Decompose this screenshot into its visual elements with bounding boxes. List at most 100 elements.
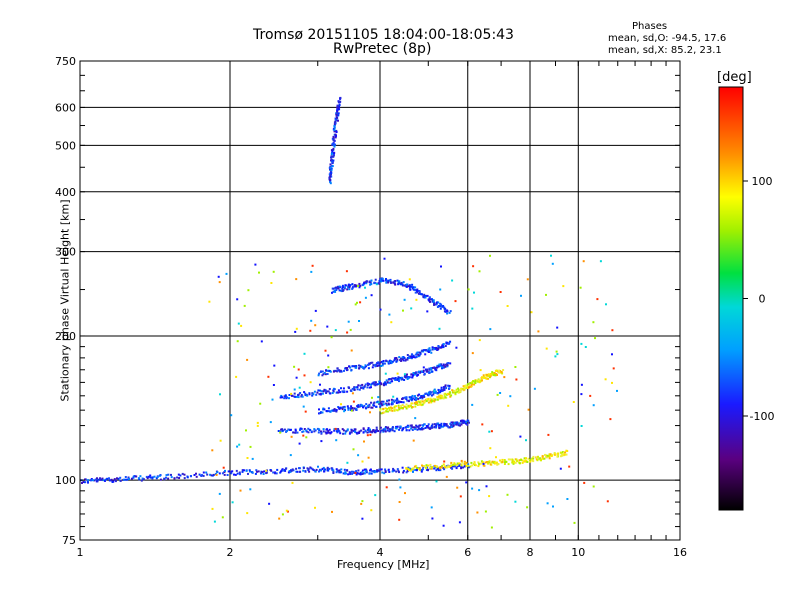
data-point bbox=[334, 143, 336, 146]
data-point bbox=[245, 469, 248, 472]
data-point bbox=[294, 395, 297, 398]
data-point bbox=[257, 470, 260, 473]
data-point bbox=[379, 409, 382, 412]
data-point bbox=[382, 407, 385, 410]
data-point bbox=[430, 391, 433, 394]
data-point bbox=[434, 466, 437, 469]
data-point bbox=[411, 376, 414, 379]
data-point bbox=[221, 516, 224, 519]
data-point bbox=[426, 370, 428, 373]
data-point bbox=[333, 121, 336, 124]
data-point bbox=[392, 467, 395, 470]
data-point bbox=[364, 364, 367, 367]
data-point bbox=[332, 144, 335, 147]
data-point bbox=[332, 390, 335, 393]
data-point bbox=[300, 394, 303, 396]
data-point bbox=[436, 366, 438, 369]
data-point bbox=[356, 471, 358, 474]
data-point bbox=[246, 358, 249, 361]
data-point bbox=[322, 430, 325, 433]
data-point bbox=[463, 460, 466, 463]
data-point bbox=[406, 373, 408, 376]
data-point bbox=[373, 470, 376, 473]
data-point bbox=[289, 454, 292, 457]
data-point bbox=[335, 468, 338, 471]
data-point bbox=[486, 377, 489, 380]
data-point bbox=[330, 175, 333, 178]
data-point bbox=[433, 467, 436, 470]
data-point bbox=[482, 464, 485, 467]
data-point bbox=[387, 426, 390, 429]
data-point bbox=[104, 478, 107, 481]
data-point bbox=[405, 426, 408, 428]
data-point bbox=[321, 374, 324, 377]
data-point bbox=[360, 386, 363, 389]
data-point bbox=[218, 492, 221, 495]
data-point bbox=[583, 481, 586, 484]
data-point bbox=[402, 471, 405, 474]
data-point bbox=[491, 371, 494, 374]
data-point bbox=[501, 458, 504, 461]
data-point bbox=[446, 312, 449, 315]
data-point bbox=[329, 175, 332, 178]
data-point bbox=[525, 439, 527, 442]
data-point bbox=[415, 398, 418, 401]
data-point bbox=[321, 370, 324, 373]
data-point bbox=[429, 298, 432, 301]
data-point bbox=[434, 347, 437, 350]
data-point bbox=[537, 330, 540, 333]
data-point bbox=[474, 464, 477, 467]
data-point bbox=[348, 286, 351, 289]
data-point bbox=[437, 422, 440, 425]
data-point bbox=[392, 395, 395, 398]
data-point bbox=[377, 430, 380, 432]
data-point bbox=[447, 342, 450, 345]
data-point bbox=[340, 387, 342, 390]
data-point bbox=[230, 414, 233, 417]
data-point bbox=[94, 478, 97, 481]
data-point bbox=[367, 404, 370, 407]
data-point bbox=[495, 456, 497, 459]
data-point bbox=[318, 470, 320, 473]
data-point bbox=[421, 464, 423, 467]
data-point bbox=[370, 406, 373, 409]
data-point bbox=[378, 362, 381, 365]
data-point bbox=[326, 390, 329, 393]
data-point bbox=[443, 307, 446, 310]
data-point bbox=[167, 473, 170, 476]
data-point bbox=[330, 149, 333, 152]
data-point bbox=[409, 469, 412, 472]
data-point bbox=[361, 365, 363, 368]
data-point bbox=[281, 469, 284, 472]
data-point bbox=[390, 378, 393, 380]
data-point bbox=[394, 377, 397, 379]
data-point bbox=[346, 429, 349, 432]
data-point bbox=[386, 279, 388, 282]
colorbar-tick-label: 0 bbox=[759, 293, 766, 306]
data-point bbox=[494, 374, 496, 377]
data-point bbox=[290, 394, 293, 397]
data-point bbox=[343, 410, 346, 413]
data-point bbox=[414, 395, 416, 398]
data-point bbox=[420, 470, 423, 473]
data-point bbox=[346, 405, 349, 408]
data-point bbox=[313, 430, 316, 433]
data-point bbox=[362, 366, 365, 369]
data-point bbox=[281, 429, 284, 432]
data-point bbox=[410, 307, 413, 310]
data-point bbox=[275, 472, 278, 475]
data-point bbox=[388, 378, 391, 380]
data-point bbox=[485, 377, 488, 380]
data-point bbox=[369, 283, 372, 286]
data-point bbox=[424, 427, 427, 429]
data-point bbox=[451, 467, 454, 470]
data-point bbox=[179, 474, 182, 477]
data-point bbox=[502, 369, 505, 371]
data-point bbox=[547, 433, 550, 436]
data-point bbox=[421, 400, 424, 403]
data-point bbox=[370, 283, 373, 286]
data-point bbox=[561, 451, 564, 454]
data-point bbox=[444, 423, 447, 426]
data-point bbox=[82, 481, 85, 483]
data-point bbox=[346, 331, 349, 334]
